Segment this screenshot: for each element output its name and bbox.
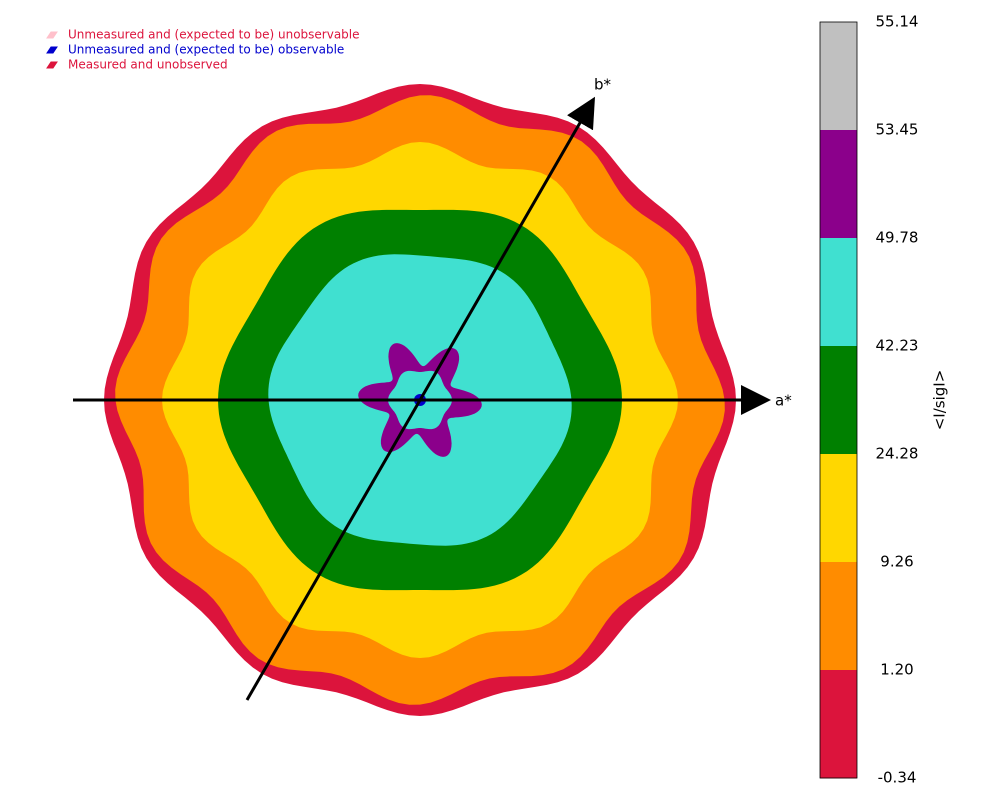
colorbar-label: <I/sigI> <box>931 370 949 431</box>
colorbar-band <box>820 130 857 239</box>
colorbar-tick-label: 24.28 <box>876 445 919 463</box>
legend-label: Unmeasured and (expected to be) unobserv… <box>68 28 360 42</box>
colorbar-band <box>820 670 857 779</box>
colorbar-band <box>820 454 857 563</box>
legend-label: Measured and unobserved <box>68 58 228 72</box>
legend-label: Unmeasured and (expected to be) observab… <box>68 43 344 57</box>
b-axis-label: b* <box>594 76 612 94</box>
legend-marker <box>46 46 58 54</box>
a-axis-label: a* <box>775 392 792 410</box>
colorbar-tick-label: 42.23 <box>876 337 919 355</box>
colorbar-tick-label: 1.20 <box>880 661 913 679</box>
b-axis <box>245 96 595 701</box>
colorbar-tick-label: 55.14 <box>876 13 919 31</box>
colorbar-band <box>820 22 857 131</box>
colorbar-frame <box>819 21 858 779</box>
colorbar-tick-label: 53.45 <box>876 121 919 139</box>
colorbar-band <box>820 562 857 671</box>
legend-marker <box>46 61 58 69</box>
colorbar-tick-label: 49.78 <box>876 229 919 247</box>
legend-marker <box>46 31 58 39</box>
colorbar-tick-label: -0.34 <box>878 769 917 787</box>
colorbar-tick-label: 9.26 <box>880 553 913 571</box>
colorbar-band <box>820 238 857 347</box>
colorbar-band <box>820 346 857 455</box>
